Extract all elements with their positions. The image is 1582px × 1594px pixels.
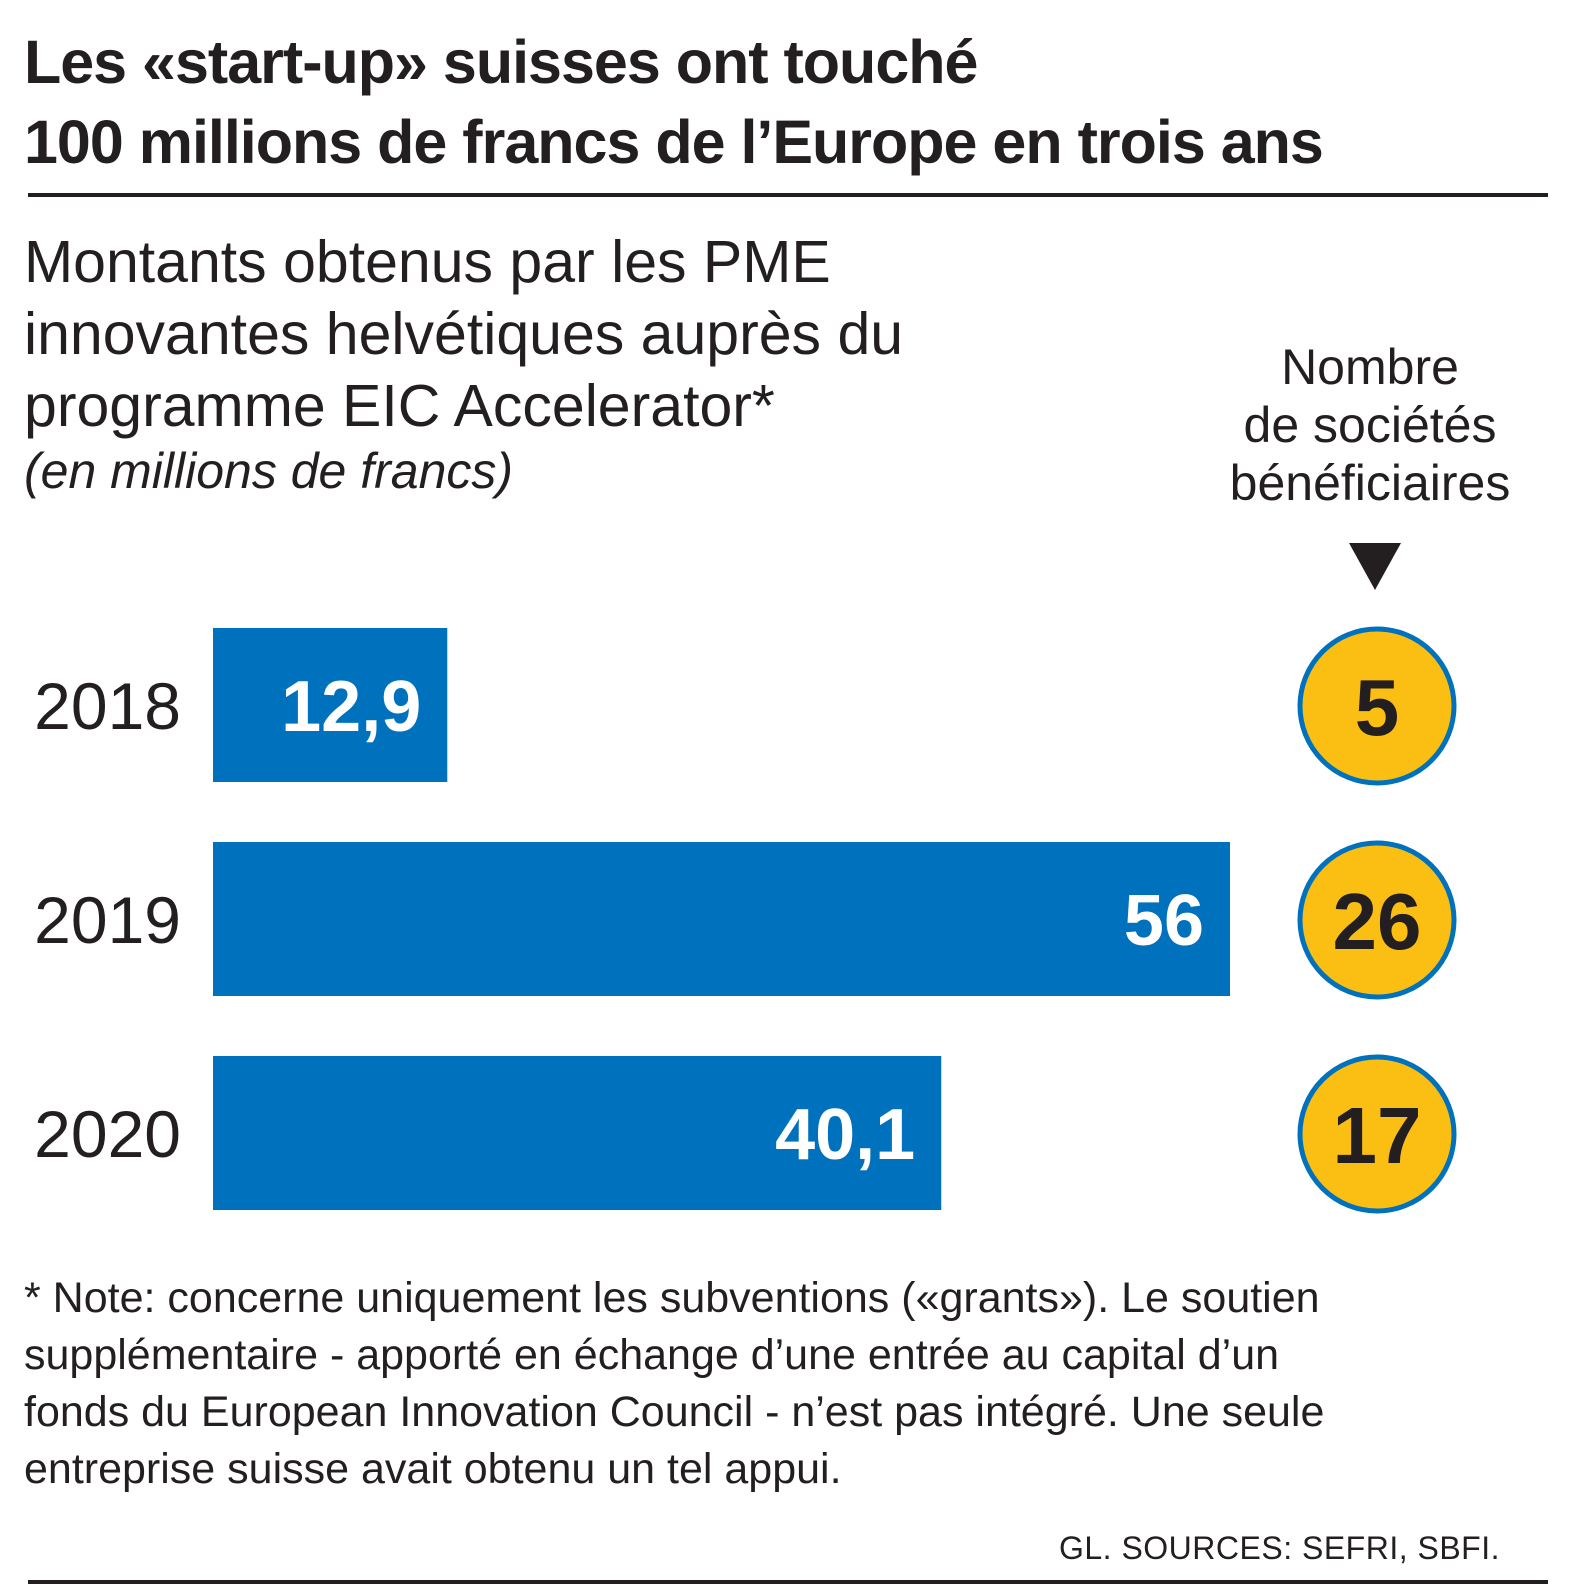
unit-label: (en millions de francs) (24, 443, 514, 499)
footnote-line-2: supplémentaire - apporté en échange d’un… (24, 1331, 1280, 1379)
bar-2018 (213, 628, 448, 782)
chart-title-line-1: Les «start-up» suisses ont touché (24, 28, 978, 96)
chart-title: Les «start-up» suisses ont touché 100 mi… (24, 22, 1544, 182)
year-label-2018: 2018 (34, 669, 181, 743)
count-label-2019: 26 (1333, 877, 1422, 966)
count-label-2020: 17 (1333, 1091, 1422, 1180)
footnote-line-4: entreprise suisse avait obtenu un tel ap… (24, 1445, 842, 1493)
subtitle-line-3: programme EIC Accelerator* (24, 373, 775, 439)
top-divider (28, 193, 1548, 197)
footnote-line-1: * Note: concerne uniquement les subventi… (24, 1274, 1320, 1322)
count-column-header: Nombre de sociétés bénéficiaires (1200, 338, 1540, 512)
count-circle-2018 (1297, 626, 1457, 786)
count-circle-2020 (1297, 1054, 1457, 1214)
bottom-divider (28, 1580, 1548, 1584)
chart-subtitle: Montants obtenus par les PME innovantes … (24, 226, 1024, 442)
subtitle-line-1: Montants obtenus par les PME (24, 229, 831, 295)
count-header-line-1: Nombre (1281, 339, 1459, 395)
count-label-2018: 5 (1355, 663, 1400, 752)
count-header-line-3: bénéficiaires (1229, 455, 1511, 511)
bar-value-label-2018: 12,9 (281, 667, 421, 747)
bar-value-label-2019: 56 (1124, 881, 1204, 961)
year-label-2019: 2019 (34, 883, 181, 957)
subtitle-line-2: innovantes helvétiques auprès du (24, 301, 904, 367)
chart-title-line-2: 100 millions de francs de l’Europe en tr… (24, 108, 1324, 176)
bar-2020 (213, 1056, 942, 1210)
count-circle-2019 (1297, 840, 1457, 1000)
footnote-line-3: fonds du European Innovation Council - n… (24, 1388, 1325, 1436)
bar-chart: 2018 12,9 5 2019 56 26 2020 40,1 17 (34, 626, 1457, 1214)
bar-2019 (213, 842, 1230, 996)
count-header-line-2: de sociétés (1243, 397, 1497, 453)
source-credit: GL. SOURCES: SEFRI, SBFI. (1058, 1530, 1500, 1566)
year-label-2020: 2020 (34, 1097, 181, 1171)
bar-value-label-2020: 40,1 (775, 1095, 915, 1175)
down-arrow-icon (1349, 543, 1401, 590)
footnote: * Note: concerne uniquement les subventi… (24, 1270, 1534, 1498)
